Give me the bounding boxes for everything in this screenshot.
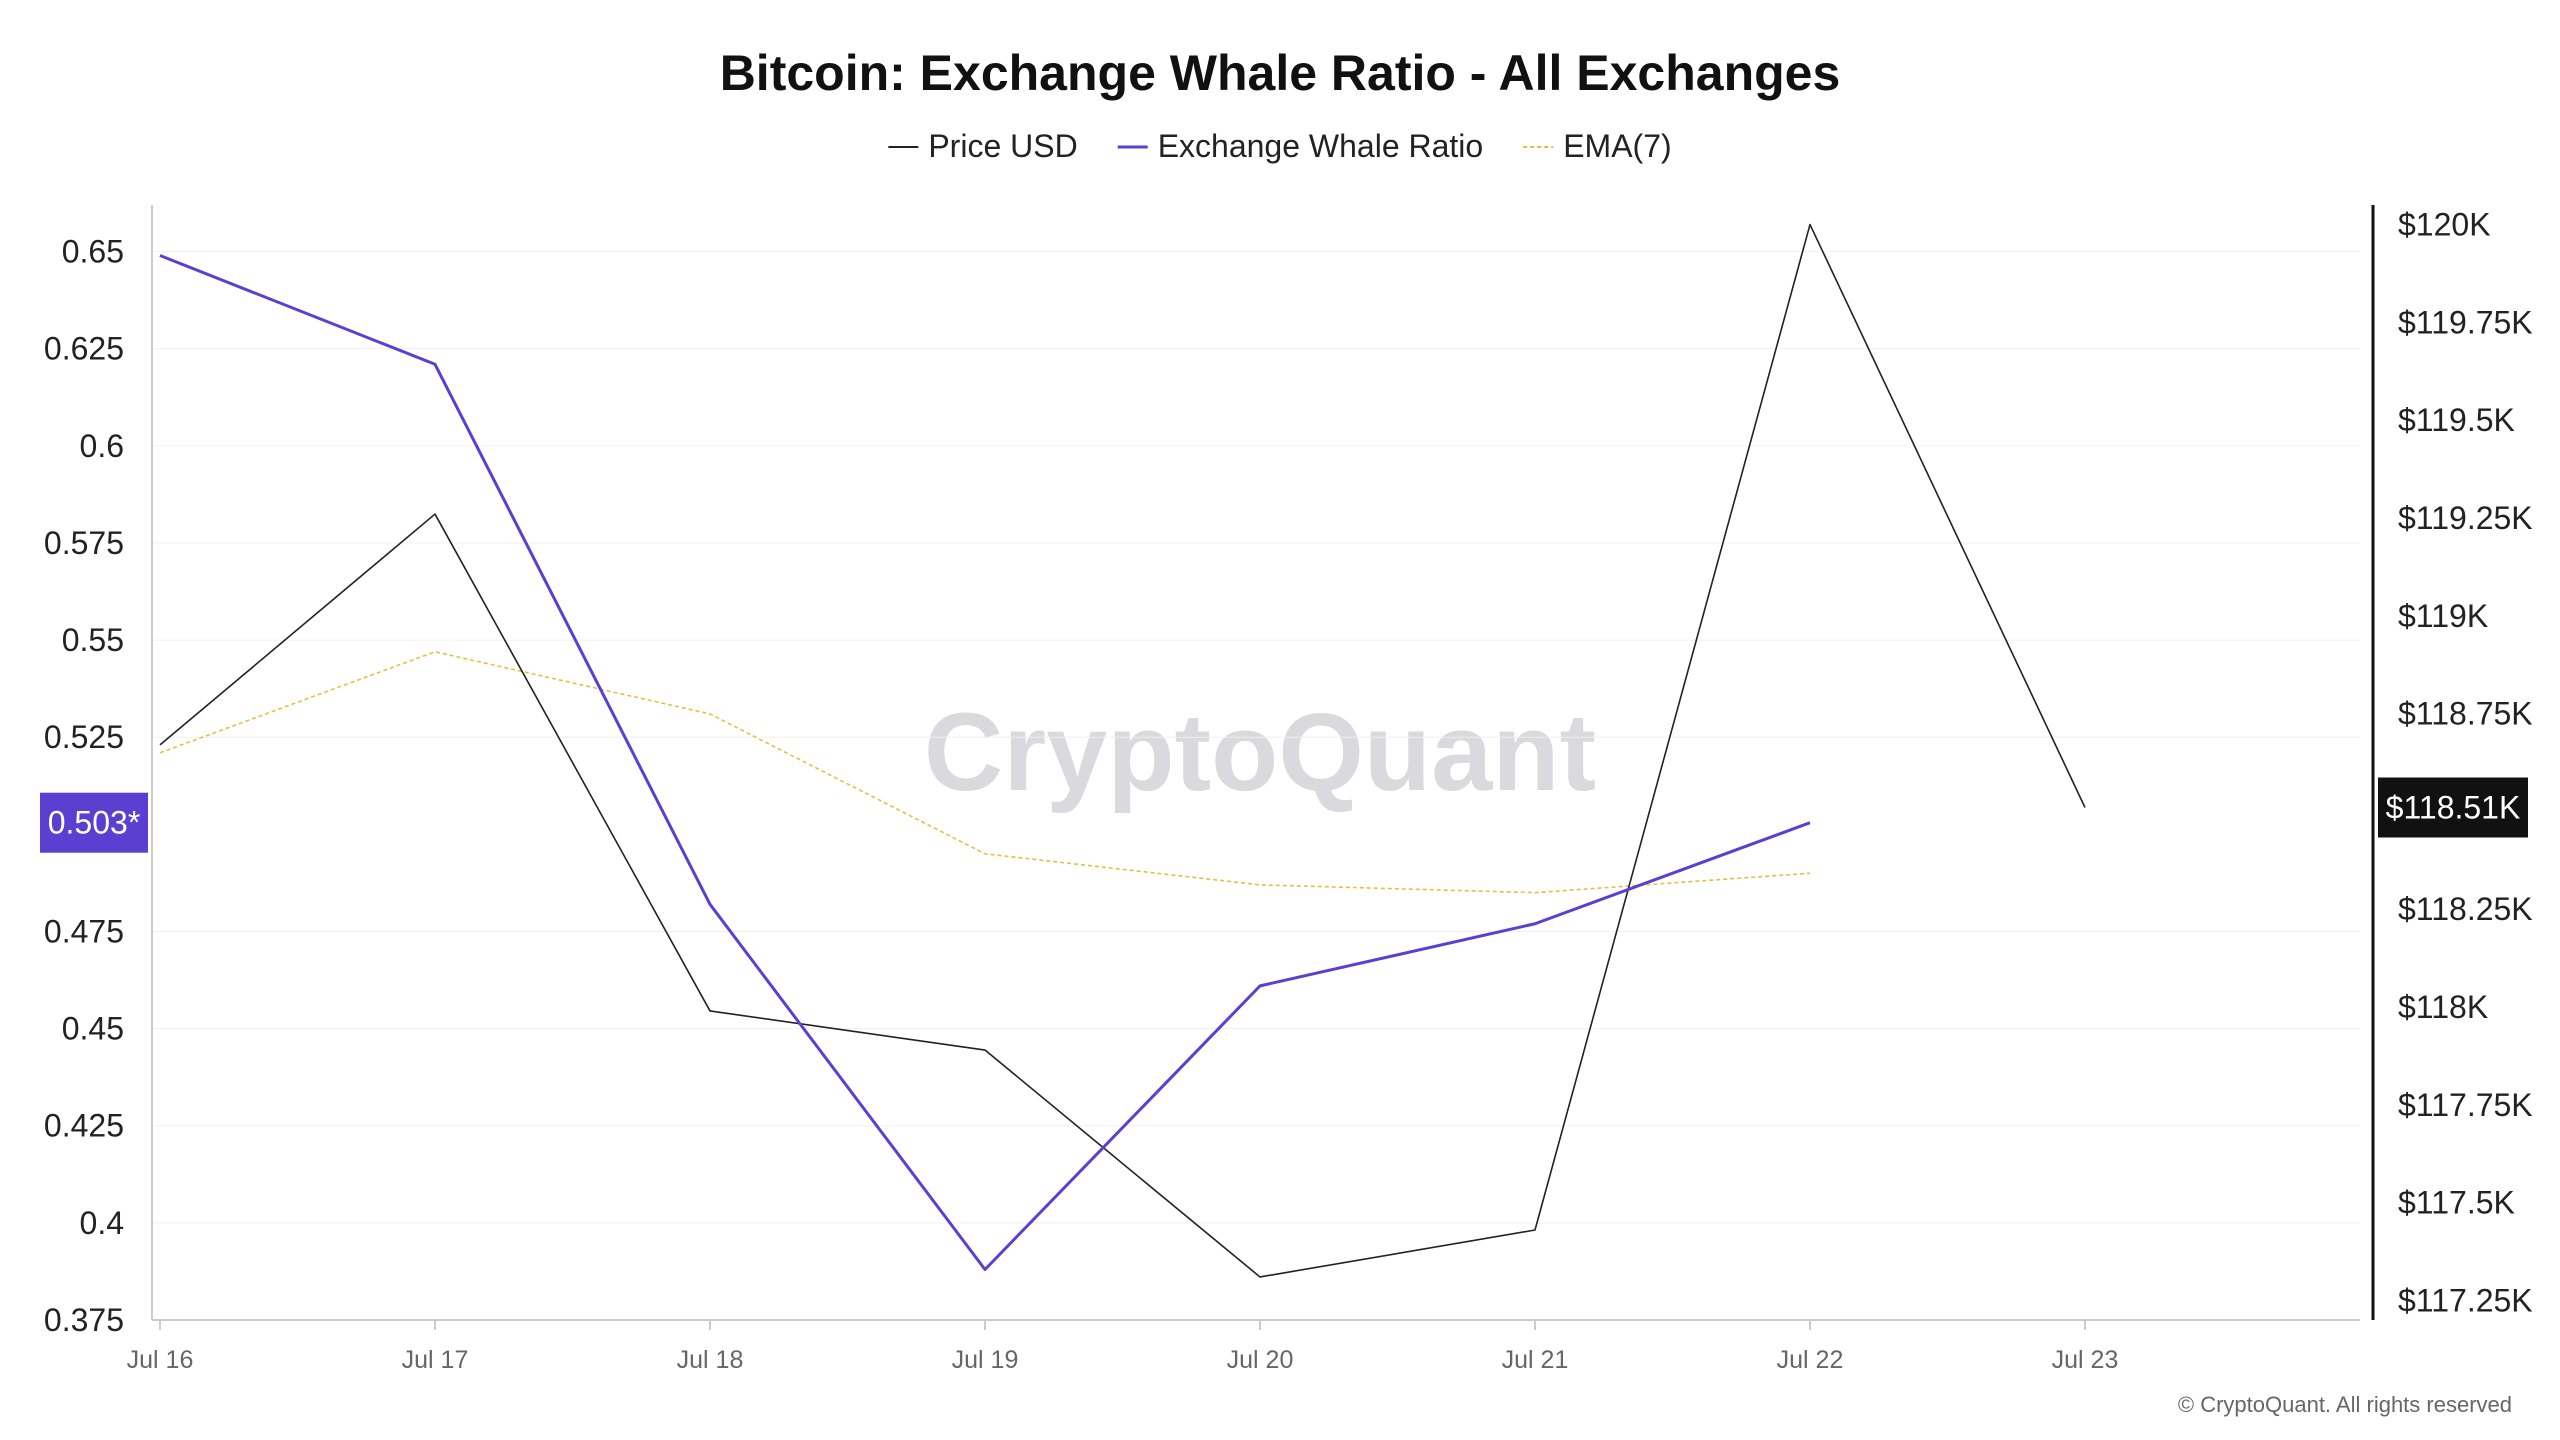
left-tick-label: 0.65 (62, 234, 124, 270)
right-tick-label: $119.75K (2398, 304, 2533, 340)
x-axis-ticks: Jul 16 Jul 17 Jul 18 Jul 19 Jul 20 Jul 21 Jul … (127, 1320, 2119, 1374)
right-tick-label: $117.25K (2398, 1282, 2533, 1318)
left-tick-label: 0.425 (44, 1108, 124, 1144)
price-usd-line[interactable] (159, 223, 2086, 1278)
watermark-logo: CryptoQuant (924, 691, 1596, 814)
axes (151, 205, 2375, 1321)
right-axis-ticks: $120K $119.75K $119.5K $119.25K $119K $118.75… (2398, 207, 2533, 1319)
left-tick-label: 0.55 (62, 622, 124, 658)
left-tick-label: 0.6 (80, 428, 124, 464)
current-whale-ratio-badge-bg (40, 792, 148, 853)
left-tick-label: 0.575 (44, 525, 124, 561)
current-price-label: $118.51K (2386, 789, 2521, 825)
x-tick-label: Jul 22 (1777, 1346, 1844, 1374)
legend: Price USD Exchange Whale Ratio EMA(7) (888, 128, 1672, 164)
legend-label-price[interactable]: Price USD (928, 128, 1077, 164)
right-tick-label: $119K (2398, 598, 2488, 634)
chart-title: Bitcoin: Exchange Whale Ratio - All Exch… (720, 45, 1841, 101)
right-tick-label: $118.75K (2398, 696, 2533, 732)
right-tick-label: $117.5K (2398, 1185, 2515, 1221)
copyright-text: © CryptoQuant. All rights reserved (2178, 1392, 2512, 1417)
x-tick-label: Jul 23 (2052, 1346, 2119, 1374)
x-tick-label: Jul 20 (1227, 1346, 1294, 1374)
left-tick-label: 0.45 (62, 1011, 124, 1047)
x-tick-label: Jul 21 (1502, 1346, 1569, 1374)
x-tick-label: Jul 17 (402, 1346, 469, 1374)
right-tick-label: $118.25K (2398, 891, 2533, 927)
legend-label-ema[interactable]: EMA(7) (1563, 128, 1671, 164)
left-tick-label: 0.375 (44, 1302, 124, 1338)
current-price-badge-bg (2378, 777, 2528, 838)
left-axis-ticks: 0.65 0.625 0.6 0.575 0.55 0.525 0.475 0.45 0.425… (44, 234, 124, 1338)
left-tick-label: 0.625 (44, 331, 124, 367)
left-tick-label: 0.525 (44, 719, 124, 755)
right-tick-label: $119.25K (2398, 500, 2533, 536)
exchange-whale-ratio-line[interactable] (159, 254, 1811, 1271)
current-whale-ratio-badge: 0.503* (40, 792, 148, 853)
ema7-line[interactable] (159, 650, 1811, 894)
right-tick-label: $119.5K (2398, 402, 2515, 438)
right-tick-label: $117.75K (2398, 1087, 2533, 1123)
legend-label-whale-ratio[interactable]: Exchange Whale Ratio (1158, 128, 1484, 164)
left-tick-label: 0.4 (80, 1205, 124, 1241)
left-tick-label: 0.475 (44, 913, 124, 949)
series (159, 223, 2086, 1278)
current-whale-ratio-label: 0.503* (48, 805, 141, 841)
current-price-badge: $118.51K (2378, 777, 2528, 838)
right-tick-label: $120K (2398, 207, 2491, 243)
right-tick-label: $118K (2398, 989, 2488, 1025)
x-tick-label: Jul 16 (127, 1346, 194, 1374)
x-tick-label: Jul 19 (952, 1346, 1019, 1374)
x-tick-label: Jul 18 (677, 1346, 744, 1374)
